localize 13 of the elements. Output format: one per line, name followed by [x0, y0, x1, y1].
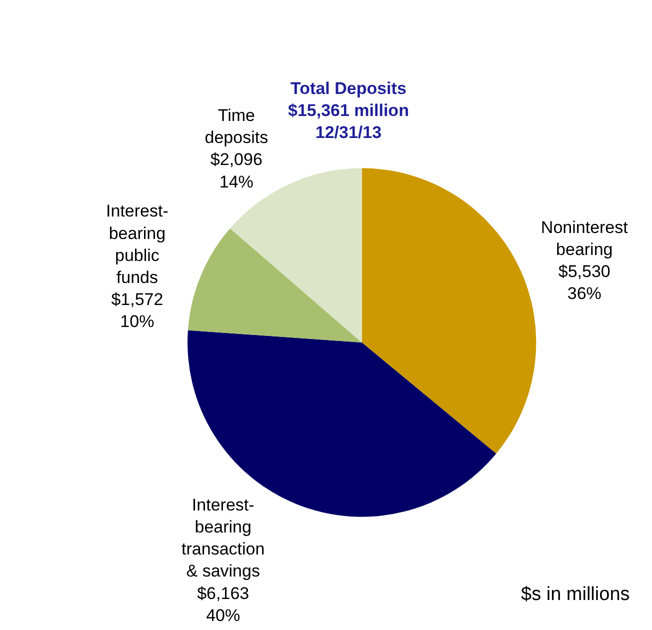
data-label: $6,163 40% — [197, 584, 250, 625]
data-label: $2,096 14% — [210, 150, 262, 192]
slice-label: Interest- bearing transaction & savings — [182, 495, 265, 581]
pie-slice — [188, 330, 496, 517]
chart-title: Total Deposits $15,361 million 12/31/13 — [288, 79, 409, 142]
pie-slice — [362, 168, 536, 454]
data-label: $5,530 36% — [558, 262, 610, 304]
text: $s in millions — [521, 584, 630, 605]
data-label: $1,572 10% — [111, 290, 164, 332]
slice-label: Time deposits — [204, 106, 268, 148]
pie-slice — [188, 228, 362, 342]
slice-label: Noninterest bearing — [540, 218, 628, 259]
slice-label: Interest- bearing public funds — [106, 202, 168, 288]
